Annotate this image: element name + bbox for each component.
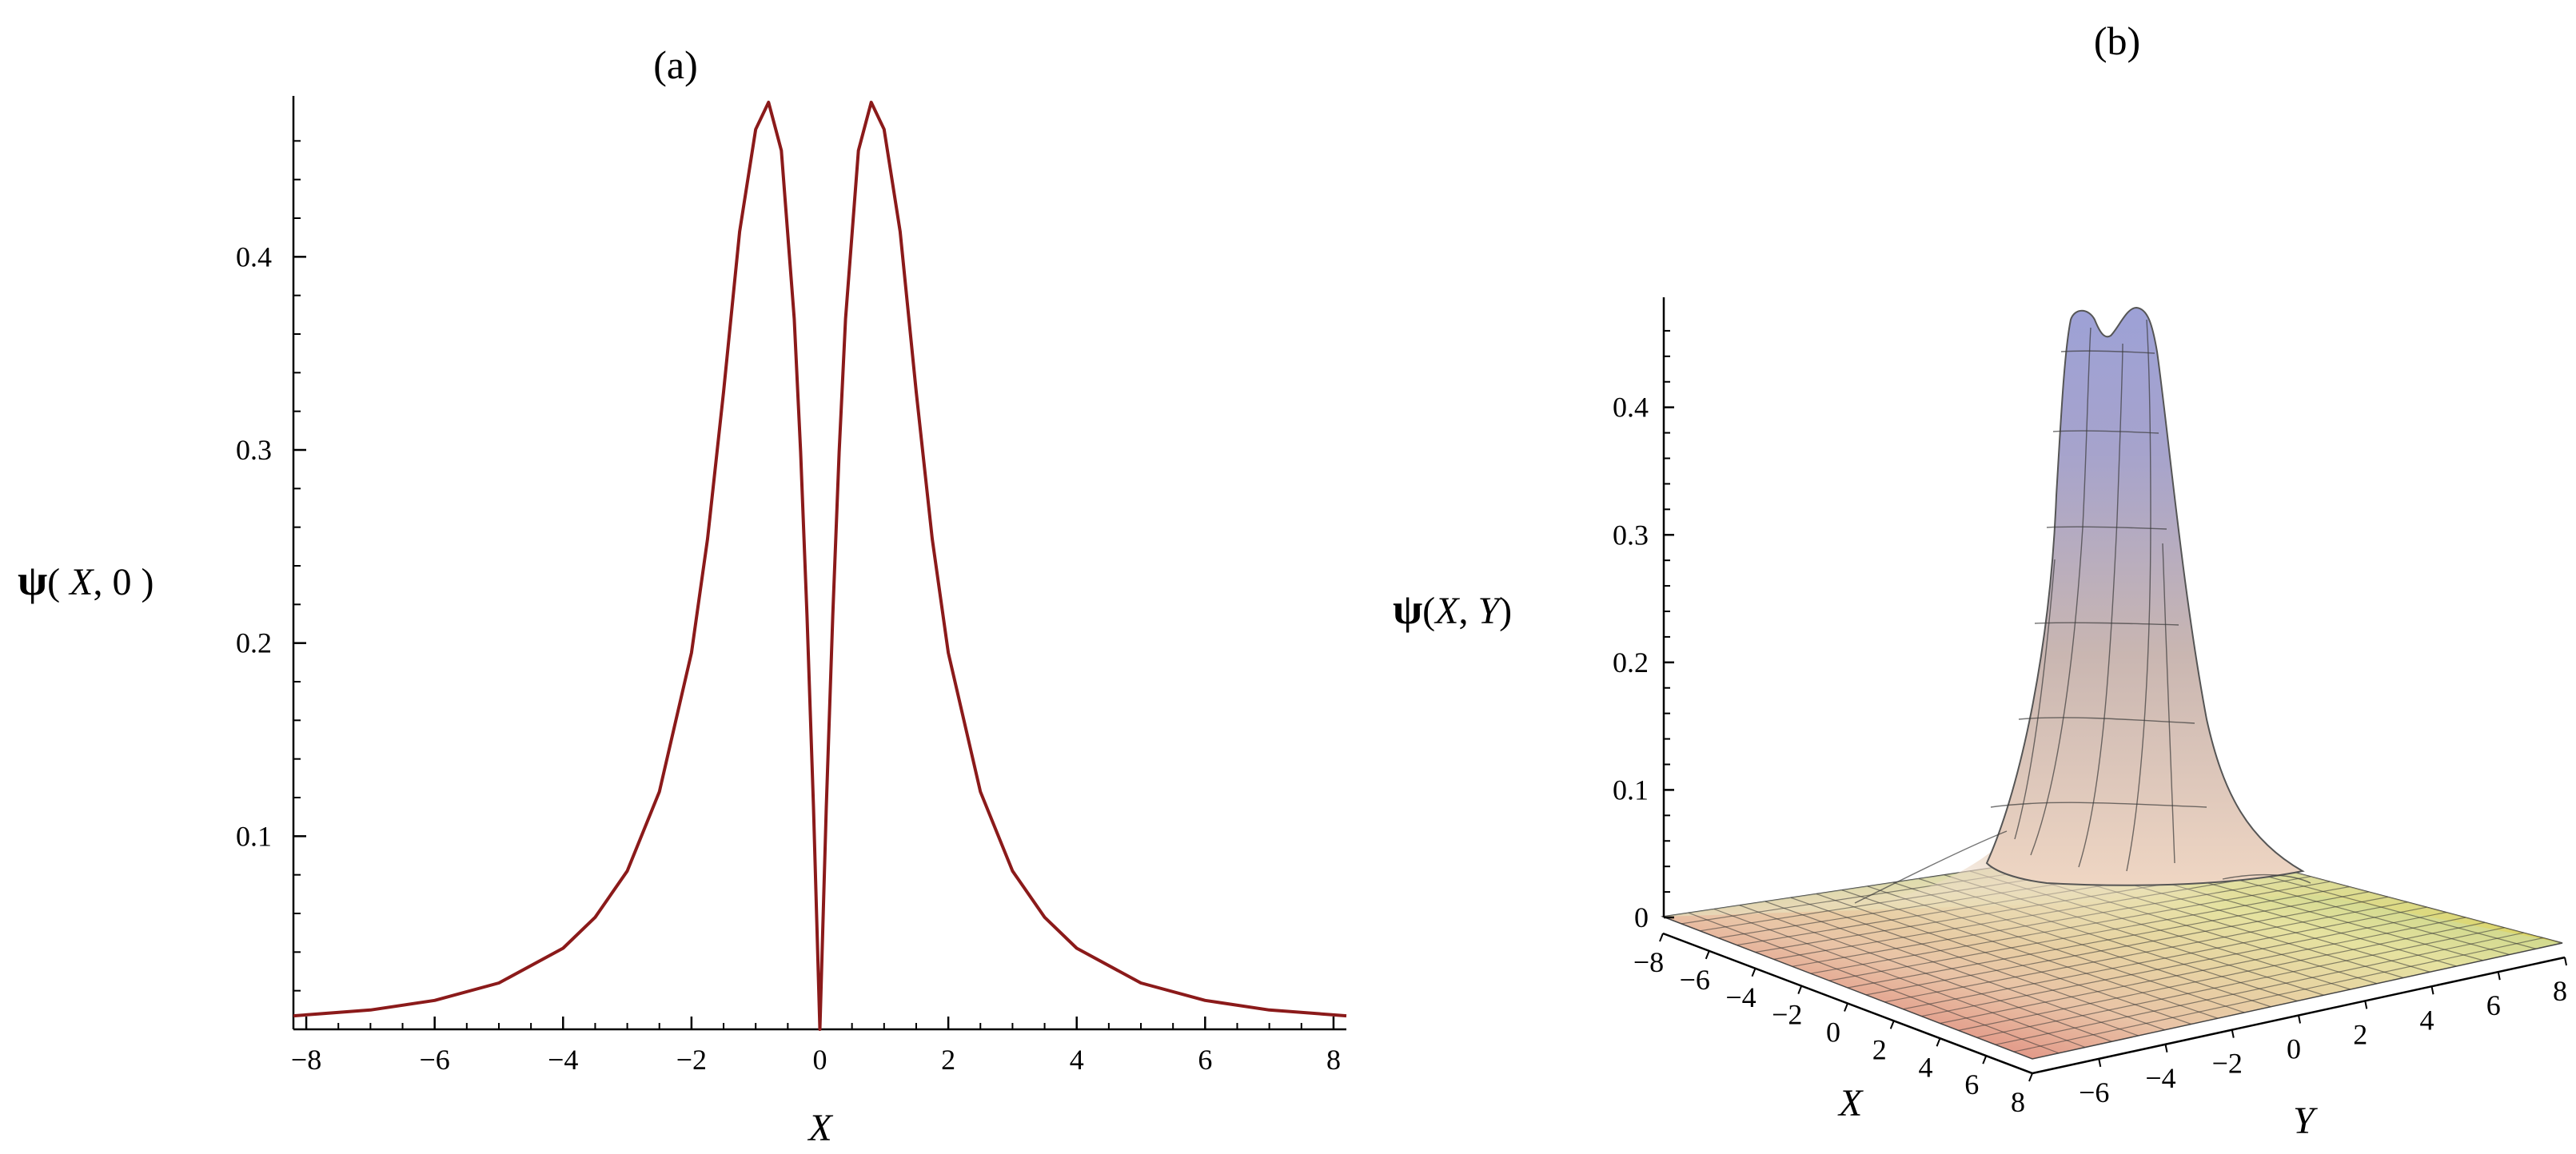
panel-a-x-axis-title: X	[807, 1107, 833, 1149]
x3d-tick-label: 6	[1964, 1068, 1979, 1100]
x3d-tick-label: −2	[1772, 999, 1802, 1031]
y3d-tick-label: 2	[2353, 1018, 2367, 1050]
y3d-tick-mark	[2298, 1015, 2301, 1024]
x3d-tick-mark	[1936, 1037, 1941, 1047]
y3d-tick-mark	[2430, 986, 2434, 995]
y3d-tick-mark	[2231, 1029, 2235, 1038]
panel-a-label: (a)	[653, 42, 698, 87]
floor-mesh-line	[1884, 901, 2408, 1003]
peak-mesh-line	[1990, 802, 2207, 808]
floor-mesh-line	[1958, 921, 2486, 1031]
y3d-tick-mark	[2564, 957, 2567, 966]
x-tick-label: 6	[1198, 1044, 1212, 1076]
floor-mesh-line	[1940, 917, 2466, 1025]
x-tick-label: 2	[941, 1044, 955, 1076]
x-tick-label: −6	[420, 1044, 450, 1076]
x3d-tick-label: 2	[1872, 1033, 1887, 1065]
peak-mesh-line	[2060, 350, 2155, 354]
y3d-tick-label: 8	[2553, 975, 2567, 1007]
panel-b-x-axis-title: X	[1837, 1082, 1864, 1124]
surface-peak	[1985, 306, 2305, 886]
y3d-tick-mark	[2497, 971, 2501, 981]
peak-mesh-line	[2030, 327, 2092, 856]
x3d-tick-mark	[1659, 933, 1664, 942]
x3d-tick-label: −6	[1680, 964, 1710, 996]
x-tick-label: −2	[676, 1044, 707, 1076]
z-tick-label: 0.4	[1613, 392, 1649, 424]
y3d-tick-mark	[2164, 1044, 2168, 1053]
floor-mesh-line	[2013, 937, 2543, 1053]
x3d-tick-mark	[1705, 950, 1710, 960]
z-tick-label: 0	[1634, 901, 1649, 933]
x-tick-label: 0	[813, 1044, 827, 1076]
floor-mesh-line	[1976, 927, 2505, 1038]
x3d-tick-label: 4	[1919, 1051, 1933, 1083]
x3d-tick-mark	[1889, 1021, 1895, 1029]
y3d-tick-mark	[2364, 1001, 2368, 1009]
panel-b-y-axis-title: Y	[2293, 1100, 2318, 1142]
y3d-tick-label: 0	[2287, 1033, 2301, 1065]
x-tick-label: −8	[291, 1044, 321, 1076]
x-tick-label: 4	[1070, 1044, 1084, 1076]
x3d-tick-mark	[1797, 985, 1803, 994]
panel-a-y-ticks: 0.1 0.2 0.3 0.4	[236, 140, 306, 992]
floor-mesh-line	[1903, 906, 2427, 1010]
floor-mesh-line	[1995, 932, 2524, 1045]
z-tick-label: 0.1	[1613, 774, 1649, 806]
peak-mesh-line	[2162, 543, 2175, 864]
y-tick-label: 0.3	[236, 434, 272, 466]
surface-peak-mesh	[1854, 319, 2311, 904]
y3d-tick-mark	[2098, 1058, 2102, 1068]
x3d-tick-label: −4	[1725, 981, 1756, 1013]
z-tick-label: 0.2	[1613, 647, 1649, 678]
x3d-tick-label: 8	[2011, 1086, 2025, 1118]
peak-mesh-line	[2034, 622, 2179, 626]
peak-mesh-line	[2078, 343, 2123, 868]
peak-mesh-line	[2126, 319, 2151, 872]
y-tick-label: 0.4	[236, 241, 272, 273]
panel-b-z-ticks: 0 0.1 0.2 0.3 0.4	[1613, 329, 1674, 933]
y-tick-label: 0.1	[236, 820, 272, 852]
y3d-tick-label: −6	[2079, 1076, 2109, 1108]
y-tick-label: 0.2	[236, 627, 272, 659]
x3d-tick-label: −8	[1633, 946, 1664, 978]
y3d-tick-label: 4	[2420, 1004, 2434, 1036]
panel-b-y-ticks: −6 −4 −2 0 2 4 6 8	[2079, 957, 2567, 1108]
panel-b-label: (b)	[2094, 18, 2140, 63]
z-tick-label: 0.3	[1613, 519, 1649, 551]
x-tick-label: −4	[548, 1044, 578, 1076]
peak-mesh-line	[2014, 559, 2056, 840]
peak-mesh-line	[2046, 526, 2167, 530]
peak-mesh-line	[2052, 430, 2159, 434]
panel-a-x-ticks: −8 −6 −4 −2 0 2 4 6 8	[291, 1017, 1341, 1076]
y3d-tick-label: 6	[2486, 989, 2501, 1021]
x3d-tick-mark	[1982, 1055, 1988, 1064]
panel-a: (a) −8 −6 −4 −2 0 2 4 6 8 0.1 0.2 0.3 0.4 ψ( X, 0 )…	[18, 42, 1347, 1149]
x3d-tick-mark	[2028, 1072, 2033, 1082]
peak-mesh-line	[2018, 717, 2195, 724]
peak-mesh-line	[2222, 873, 2311, 884]
y3d-tick-label: −4	[2145, 1062, 2175, 1094]
x3d-tick-mark	[1751, 968, 1757, 977]
x-tick-label: 8	[1326, 1044, 1341, 1076]
peak-mesh-line	[1854, 830, 2008, 904]
panel-b-z-axis-title: ψ(X, Y)	[1393, 585, 1512, 633]
psi-x0-curve	[293, 101, 1347, 1031]
x3d-tick-mark	[1844, 1003, 1848, 1012]
floor-mesh-line	[1921, 912, 2446, 1017]
x3d-tick-label: 0	[1826, 1017, 1840, 1049]
y3d-tick-label: −2	[2212, 1048, 2243, 1080]
panel-a-y-axis-title: ψ( X, 0 )	[18, 556, 154, 604]
